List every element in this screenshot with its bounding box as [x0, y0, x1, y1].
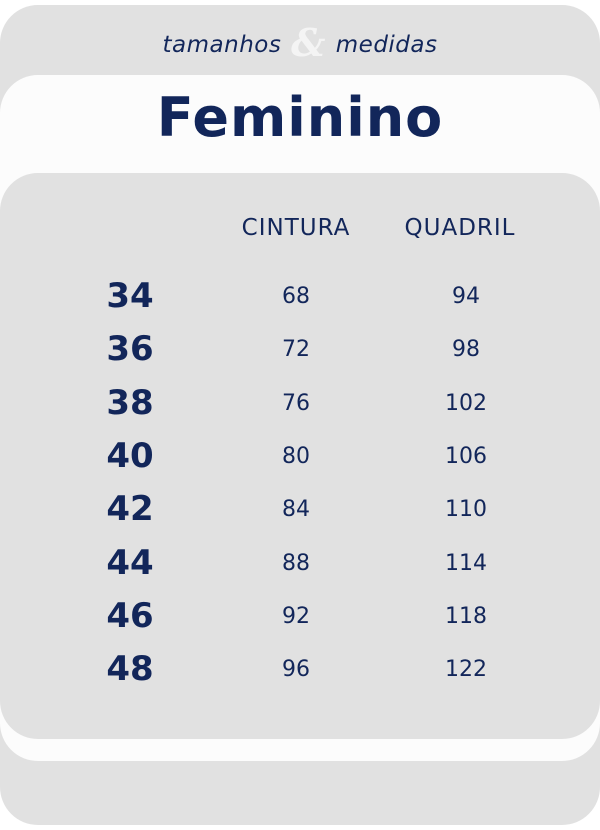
- table-row: 48 96 122: [0, 649, 600, 689]
- cintura-value: 88: [282, 550, 310, 576]
- column-header-cintura: CINTURA: [241, 215, 351, 241]
- quadril-value: 114: [445, 550, 487, 576]
- size-label: 44: [106, 542, 154, 583]
- size-table: CINTURA QUADRIL 34 68 94 36 72 98 38 76 102 40 80 1…: [0, 173, 600, 739]
- size-label: 42: [106, 489, 154, 530]
- cintura-value: 68: [282, 284, 310, 309]
- cintura-value: 84: [282, 497, 310, 523]
- quadril-value: 118: [445, 603, 487, 629]
- table-row: 44 88 114: [0, 543, 600, 583]
- quadril-value: 110: [445, 497, 487, 523]
- size-label: 36: [106, 329, 154, 370]
- table-row: 38 76 102: [0, 383, 600, 423]
- cintura-value: 72: [282, 337, 310, 363]
- quadril-value: 122: [445, 657, 487, 683]
- cintura-value: 76: [282, 390, 310, 416]
- cintura-value: 96: [282, 657, 310, 683]
- table-row: 40 80 106: [0, 436, 600, 476]
- subtitle-left: tamanhos: [162, 32, 282, 58]
- size-label: 34: [106, 276, 154, 316]
- quadril-value: 106: [445, 443, 487, 469]
- column-header-quadril: QUADRIL: [404, 215, 516, 241]
- size-label: 38: [106, 382, 154, 423]
- table-row: 42 84 110: [0, 489, 600, 529]
- quadril-value: 102: [445, 390, 487, 416]
- ampersand: &: [291, 20, 326, 65]
- page-title: Feminino: [156, 86, 444, 149]
- cintura-value: 80: [282, 443, 310, 469]
- table-row: 34 68 94: [0, 276, 600, 316]
- size-label: 46: [106, 595, 154, 636]
- subtitle: tamanhos & medidas: [0, 20, 600, 65]
- size-label: 40: [106, 435, 154, 476]
- subtitle-right: medidas: [335, 32, 438, 58]
- size-label: 48: [106, 649, 154, 690]
- quadril-value: 98: [452, 337, 480, 363]
- table-row: 46 92 118: [0, 596, 600, 636]
- table-row: 36 72 98: [0, 329, 600, 369]
- quadril-value: 94: [452, 284, 480, 309]
- cintura-value: 92: [282, 603, 310, 629]
